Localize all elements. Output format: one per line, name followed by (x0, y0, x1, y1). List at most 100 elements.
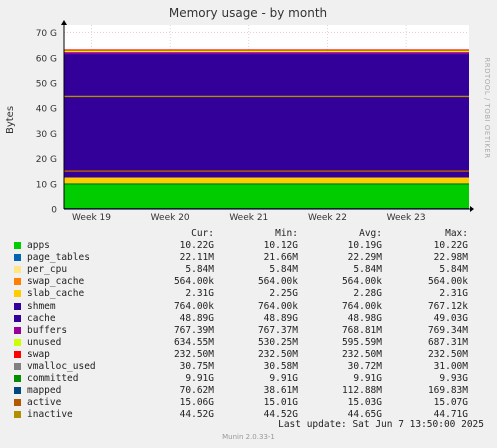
legend-cur-value: 22.11M (179, 252, 214, 264)
legend-min-value: 232.50M (257, 348, 298, 360)
legend-max-value: 22.98M (433, 252, 468, 264)
legend-min-value: 564.00k (257, 276, 298, 288)
legend-avg-value: 768.81M (341, 324, 382, 336)
y-axis-arrow (61, 20, 67, 25)
y-tick-label: 10 G (36, 180, 57, 190)
legend-label: inactive (27, 409, 73, 421)
legend-row-swap_cache: swap_cache 564.00k 564.00k 564.00k 564.00k (14, 276, 468, 288)
legend-min-value: 530.25M (257, 336, 298, 348)
x-axis-ticks: Week 19 Week 20 Week 21 Week 22 Week 23 (72, 213, 426, 223)
legend-label: unused (27, 336, 62, 348)
legend-label: active (27, 397, 62, 409)
legend-cur-value: 764.00k (173, 300, 214, 312)
legend-row-page_tables: page_tables 22.11M 21.66M 22.29M 22.98M (14, 252, 468, 264)
y-tick-label: 40 G (36, 105, 57, 115)
legend-row-committed: committed 9.91G 9.91G 9.91G 9.93G (14, 373, 468, 385)
legend-max-value: 44.71G (433, 409, 468, 421)
area-apps (64, 183, 469, 209)
legend-avg-value: 112.88M (341, 385, 382, 397)
legend-cur-value: 70.62M (179, 385, 214, 397)
legend-cur-value: 2.31G (185, 288, 214, 300)
legend-cur-value: 48.89G (179, 312, 214, 324)
chart-title: Memory usage - by month (169, 6, 327, 20)
x-tick-label: Week 19 (72, 213, 111, 223)
legend-max-value: 232.50M (427, 348, 468, 360)
legend-min-value: 15.01G (263, 397, 298, 409)
legend-max-value: 769.34M (427, 324, 468, 336)
y-tick-label: 30 G (36, 130, 57, 140)
legend-avg-value: 15.03G (347, 397, 382, 409)
legend-max-value: 687.31M (427, 336, 468, 348)
legend-min-value: 767.37M (257, 324, 298, 336)
legend-swatch (14, 254, 21, 262)
legend-max-value: 31.00M (433, 361, 468, 373)
x-tick-label: Week 20 (151, 213, 190, 223)
legend-rows: apps 10.22G 10.12G 10.19G 10.22G page_tables 2… (14, 240, 468, 421)
legend-swatch (14, 302, 21, 310)
legend-cur-value: 634.55M (173, 336, 214, 348)
x-axis-arrow (470, 206, 474, 212)
legend-row-shmem: shmem 764.00k 764.00k 764.00k 767.12k (14, 301, 468, 313)
legend-table: Cur: Min: Avg: Max: apps 10.22G 10.12G 10.1… (14, 228, 468, 422)
legend-swatch (14, 338, 21, 346)
area-buffers (64, 52, 469, 55)
legend-max-value: 9.93G (439, 373, 468, 385)
legend-avg-value: 10.19G (347, 240, 382, 252)
rrdtool-watermark: RRDTOOL / TOBI OETIKER (483, 57, 491, 158)
legend-label: swap_cache (27, 276, 85, 288)
legend-label: vmalloc_used (27, 361, 96, 373)
legend-max-value: 564.00k (427, 276, 468, 288)
legend-cur-value: 5.84M (185, 264, 214, 276)
y-tick-label: 0 (51, 206, 57, 216)
legend-swatch (14, 411, 21, 419)
legend-min-value: 2.25G (269, 288, 298, 300)
legend-label: apps (27, 240, 50, 252)
area-slab_cache (64, 177, 469, 184)
legend-cur-value: 30.75M (179, 361, 214, 373)
legend-label: mapped (27, 385, 62, 397)
legend-avg-value: 5.84M (353, 264, 382, 276)
legend-swatch (14, 387, 21, 395)
legend-avg-value: 22.29M (347, 252, 382, 264)
legend-avg-value: 48.98G (347, 312, 382, 324)
legend-cur-value: 10.22G (179, 240, 214, 252)
legend-label: committed (27, 373, 79, 385)
legend-max-value: 5.84M (439, 264, 468, 276)
munin-version: Munin 2.0.33-1 (222, 433, 275, 441)
legend-swatch (14, 278, 21, 286)
legend-min-value: 21.66M (263, 252, 298, 264)
last-update: Last update: Sat Jun 7 13:50:00 2025 (278, 419, 484, 430)
legend-label: shmem (27, 300, 56, 312)
legend-max-value: 169.83M (427, 385, 468, 397)
legend-avg-value: 564.00k (341, 276, 382, 288)
y-tick-label: 20 G (36, 155, 57, 165)
legend-label: swap (27, 348, 50, 360)
header-cur: Cur: (191, 228, 214, 239)
legend-swatch (14, 375, 21, 383)
legend-row-unused: unused 634.55M 530.25M 595.59M 687.31M (14, 337, 468, 349)
legend-min-value: 44.52G (263, 409, 298, 421)
legend-swatch (14, 350, 21, 358)
legend-max-value: 49.03G (433, 312, 468, 324)
legend-avg-value: 232.50M (341, 348, 382, 360)
legend-cur-value: 9.91G (185, 373, 214, 385)
stack-top-line (64, 49, 469, 51)
legend-row-per_cpu: per_cpu 5.84M 5.84M 5.84M 5.84M (14, 264, 468, 276)
legend-swatch (14, 266, 21, 274)
legend-row-mapped: mapped 70.62M 38.61M 112.88M 169.83M (14, 385, 468, 397)
legend-min-value: 30.58M (263, 361, 298, 373)
legend-avg-value: 9.91G (353, 373, 382, 385)
legend-label: per_cpu (27, 264, 68, 276)
legend-row-slab_cache: slab_cache 2.31G 2.25G 2.28G 2.31G (14, 288, 468, 300)
area-cache (64, 54, 469, 178)
legend-max-value: 10.22G (433, 240, 468, 252)
legend-min-value: 48.89G (263, 312, 298, 324)
y-axis-ticks: 0 10 G 20 G 30 G 40 G 50 G 60 G 70 G (36, 29, 58, 215)
legend-row-active: active 15.06G 15.01G 15.03G 15.07G (14, 397, 468, 409)
legend-min-value: 10.12G (263, 240, 298, 252)
legend-swatch (14, 399, 21, 407)
legend-swatch (14, 314, 21, 322)
legend-avg-value: 2.28G (353, 288, 382, 300)
legend-label: buffers (27, 324, 68, 336)
